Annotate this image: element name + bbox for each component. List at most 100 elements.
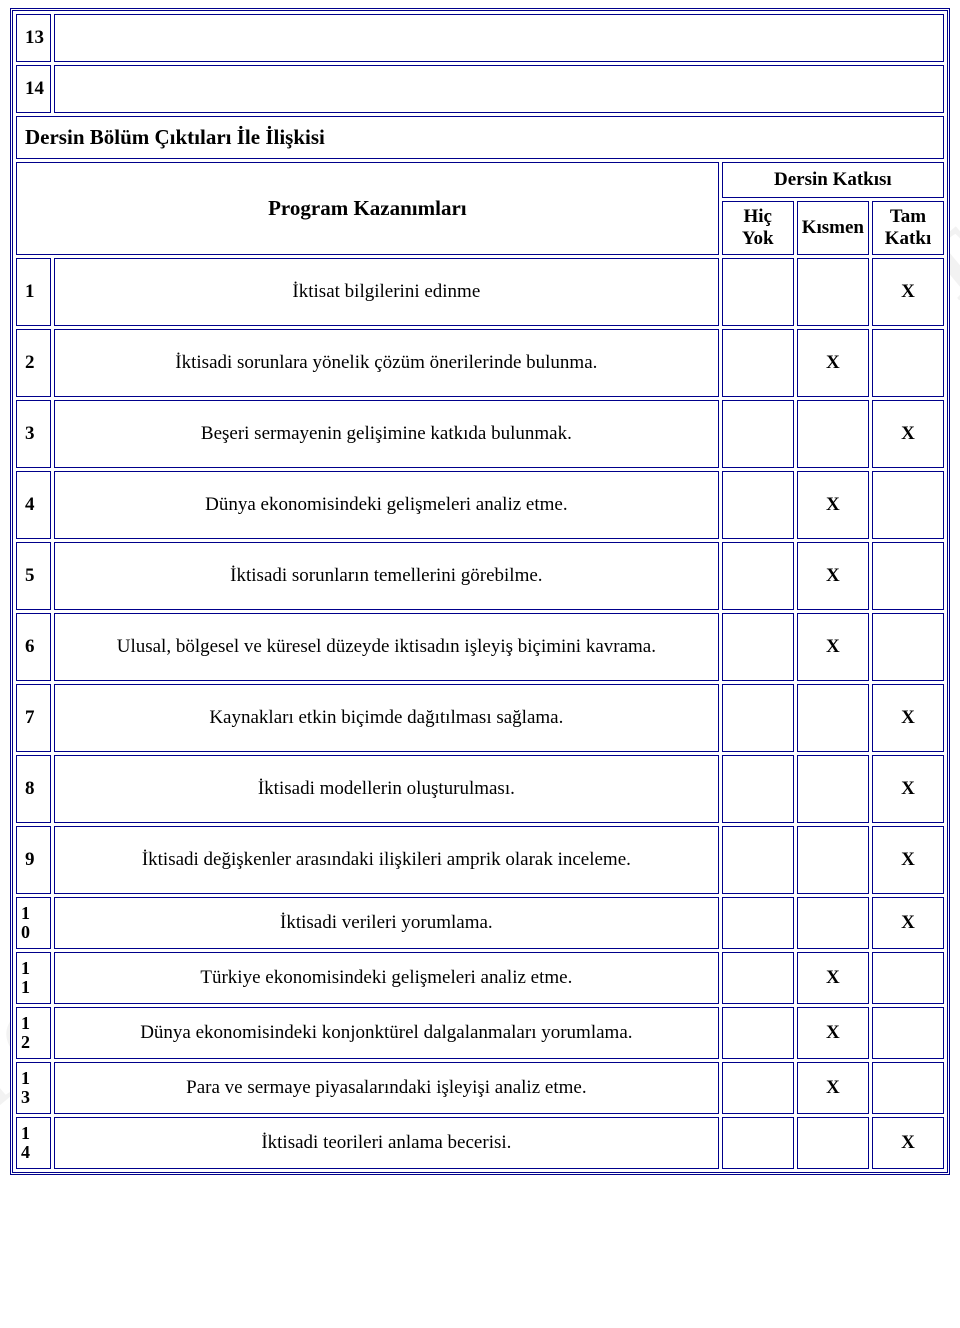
top-row-13: 13 bbox=[16, 14, 944, 62]
table-row: 12Dünya ekonomisindeki konjonktürel dalg… bbox=[16, 1007, 944, 1059]
contribution-header: Dersin Katkısı bbox=[722, 162, 944, 198]
program-header: Program Kazanımları bbox=[16, 162, 719, 255]
row-description: Dünya ekonomisindeki gelişmeleri analiz … bbox=[54, 471, 719, 539]
mark-partial: X bbox=[797, 329, 869, 397]
table-row: 13Para ve sermaye piyasalarındaki işleyi… bbox=[16, 1062, 944, 1114]
mark-full bbox=[872, 952, 944, 1004]
mark-full: X bbox=[872, 755, 944, 823]
row-description: Beşeri sermayenin gelişimine katkıda bul… bbox=[54, 400, 719, 468]
top-row-14: 14 bbox=[16, 65, 944, 113]
row-description: Türkiye ekonomisindeki gelişmeleri anali… bbox=[54, 952, 719, 1004]
mark-none bbox=[722, 1007, 794, 1059]
row-number: 1 bbox=[16, 258, 51, 326]
col-partial-header: Kısmen bbox=[797, 201, 869, 255]
row-number: 13 bbox=[16, 1062, 51, 1114]
row-number: 11 bbox=[16, 952, 51, 1004]
mark-partial bbox=[797, 755, 869, 823]
mark-none bbox=[722, 258, 794, 326]
top-row-empty bbox=[54, 65, 944, 113]
mark-none bbox=[722, 471, 794, 539]
col-full-header: Tam Katkı bbox=[872, 201, 944, 255]
mark-none bbox=[722, 329, 794, 397]
row-description: Para ve sermaye piyasalarındaki işleyişi… bbox=[54, 1062, 719, 1114]
outcomes-table: 13 14 Dersin Bölüm Çıktıları İle İlişkis… bbox=[10, 8, 950, 1175]
page-container: 13 14 Dersin Bölüm Çıktıları İle İlişkis… bbox=[0, 0, 960, 1183]
table-row: 1İktisat bilgilerini edinme X bbox=[16, 258, 944, 326]
mark-none bbox=[722, 684, 794, 752]
mark-none bbox=[722, 1117, 794, 1169]
mark-partial bbox=[797, 897, 869, 949]
section-title: Dersin Bölüm Çıktıları İle İlişkisi bbox=[16, 116, 944, 159]
mark-partial: X bbox=[797, 952, 869, 1004]
mark-none bbox=[722, 542, 794, 610]
top-row-number: 13 bbox=[16, 14, 51, 62]
row-description: Kaynakları etkin biçimde dağıtılması sağ… bbox=[54, 684, 719, 752]
mark-full: X bbox=[872, 1117, 944, 1169]
row-number: 14 bbox=[16, 1117, 51, 1169]
top-row-empty bbox=[54, 14, 944, 62]
section-header-row: Dersin Bölüm Çıktıları İle İlişkisi bbox=[16, 116, 944, 159]
mark-full: X bbox=[872, 258, 944, 326]
mark-full bbox=[872, 542, 944, 610]
table-row: 14İktisadi teorileri anlama becerisi. X bbox=[16, 1117, 944, 1169]
mark-full: X bbox=[872, 684, 944, 752]
mark-partial: X bbox=[797, 613, 869, 681]
row-number: 7 bbox=[16, 684, 51, 752]
row-description: İktisat bilgilerini edinme bbox=[54, 258, 719, 326]
row-description: İktisadi modellerin oluşturulması. bbox=[54, 755, 719, 823]
row-number: 4 bbox=[16, 471, 51, 539]
mark-none bbox=[722, 952, 794, 1004]
row-description: İktisadi sorunların temellerini görebilm… bbox=[54, 542, 719, 610]
row-number: 9 bbox=[16, 826, 51, 894]
mark-partial bbox=[797, 258, 869, 326]
row-description: Dünya ekonomisindeki konjonktürel dalgal… bbox=[54, 1007, 719, 1059]
mark-none bbox=[722, 1062, 794, 1114]
mark-full bbox=[872, 1007, 944, 1059]
mark-partial: X bbox=[797, 1007, 869, 1059]
mark-partial: X bbox=[797, 471, 869, 539]
row-description: İktisadi verileri yorumlama. bbox=[54, 897, 719, 949]
row-number: 12 bbox=[16, 1007, 51, 1059]
table-row: 3Beşeri sermayenin gelişimine katkıda bu… bbox=[16, 400, 944, 468]
mark-partial bbox=[797, 400, 869, 468]
table-row: 6Ulusal, bölgesel ve küresel düzeyde ikt… bbox=[16, 613, 944, 681]
row-number: 3 bbox=[16, 400, 51, 468]
mark-partial bbox=[797, 684, 869, 752]
row-number: 2 bbox=[16, 329, 51, 397]
mark-full: X bbox=[872, 897, 944, 949]
table-row: 5İktisadi sorunların temellerini görebil… bbox=[16, 542, 944, 610]
mark-none bbox=[722, 400, 794, 468]
mark-none bbox=[722, 613, 794, 681]
row-description: İktisadi sorunlara yönelik çözüm önerile… bbox=[54, 329, 719, 397]
mark-partial bbox=[797, 1117, 869, 1169]
mark-full bbox=[872, 329, 944, 397]
mark-full bbox=[872, 613, 944, 681]
row-description: İktisadi değişkenler arasındaki ilişkile… bbox=[54, 826, 719, 894]
mark-partial bbox=[797, 826, 869, 894]
mark-partial: X bbox=[797, 1062, 869, 1114]
table-row: 9İktisadi değişkenler arasındaki ilişkil… bbox=[16, 826, 944, 894]
row-description: Ulusal, bölgesel ve küresel düzeyde ikti… bbox=[54, 613, 719, 681]
mark-partial: X bbox=[797, 542, 869, 610]
mark-full bbox=[872, 1062, 944, 1114]
row-number: 8 bbox=[16, 755, 51, 823]
table-row: 7Kaynakları etkin biçimde dağıtılması sa… bbox=[16, 684, 944, 752]
table-row: 4Dünya ekonomisindeki gelişmeleri analiz… bbox=[16, 471, 944, 539]
table-row: 8İktisadi modellerin oluşturulması. X bbox=[16, 755, 944, 823]
row-number: 6 bbox=[16, 613, 51, 681]
top-row-number: 14 bbox=[16, 65, 51, 113]
mark-full: X bbox=[872, 400, 944, 468]
col-none-header: Hiç Yok bbox=[722, 201, 794, 255]
header-row-1: Program Kazanımları Dersin Katkısı bbox=[16, 162, 944, 198]
mark-none bbox=[722, 826, 794, 894]
table-row: 10İktisadi verileri yorumlama. X bbox=[16, 897, 944, 949]
mark-full bbox=[872, 471, 944, 539]
table-row: 2İktisadi sorunlara yönelik çözüm öneril… bbox=[16, 329, 944, 397]
mark-none bbox=[722, 897, 794, 949]
row-number: 10 bbox=[16, 897, 51, 949]
row-description: İktisadi teorileri anlama becerisi. bbox=[54, 1117, 719, 1169]
table-row: 11Türkiye ekonomisindeki gelişmeleri ana… bbox=[16, 952, 944, 1004]
mark-full: X bbox=[872, 826, 944, 894]
row-number: 5 bbox=[16, 542, 51, 610]
mark-none bbox=[722, 755, 794, 823]
